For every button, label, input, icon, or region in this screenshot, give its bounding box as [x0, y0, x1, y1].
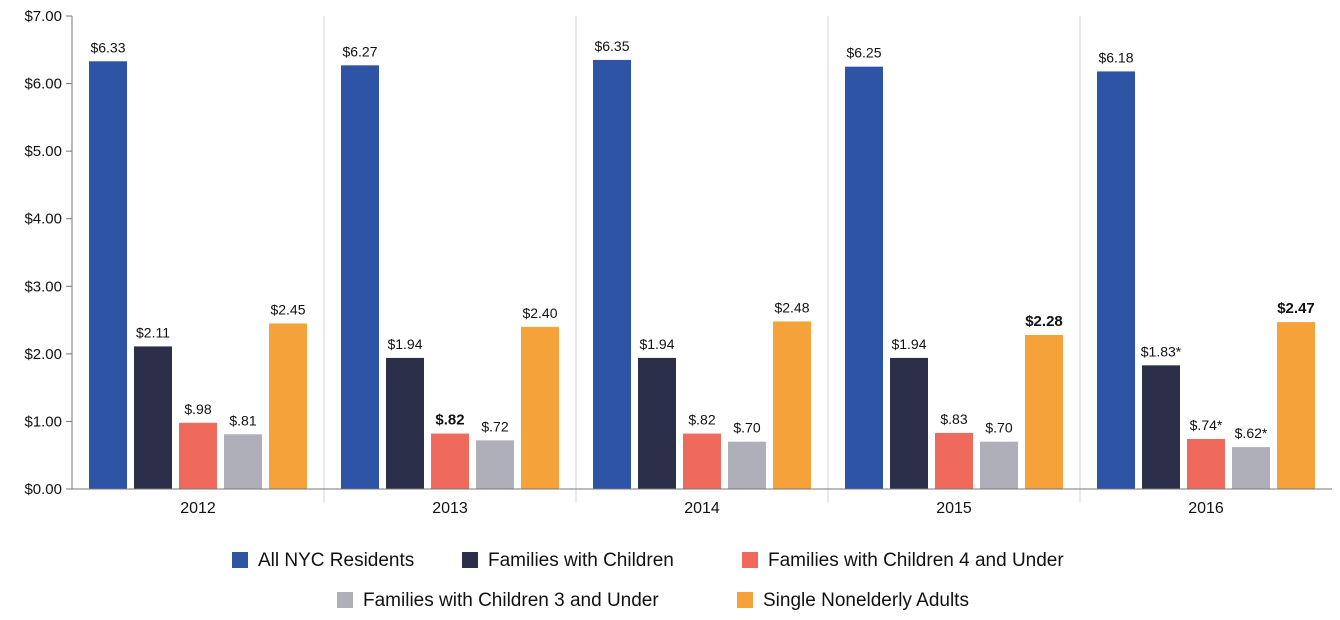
legend-item: All NYC Residents — [232, 550, 414, 571]
data-label: $6.35 — [594, 38, 629, 54]
bar — [1187, 438, 1225, 489]
data-label: $.81 — [229, 412, 256, 428]
bar — [1232, 447, 1270, 489]
y-tick-label: $3.00 — [24, 278, 62, 295]
category-separators — [323, 16, 1081, 503]
data-label: $.72 — [481, 418, 508, 434]
legend-swatch — [232, 552, 248, 568]
bar — [1025, 334, 1063, 489]
legend-swatch — [462, 552, 478, 568]
data-label: $.70 — [733, 420, 760, 436]
data-label: $.74* — [1190, 417, 1223, 433]
x-tick-label: 2015 — [936, 500, 972, 517]
y-tick-label: $0.00 — [24, 481, 62, 498]
bar — [386, 357, 424, 489]
bar — [1277, 322, 1315, 489]
data-label: $.70 — [985, 420, 1012, 436]
legend: All NYC Residents Families with Children F… — [232, 550, 1064, 611]
data-label: $6.33 — [90, 39, 125, 55]
data-label: $2.47 — [1277, 300, 1315, 317]
y-axis: $0.00 $1.00 $2.00 $3.00 $4.00 $5.00 $6.00 $7.00 — [24, 8, 73, 498]
data-label: $2.11 — [136, 324, 170, 340]
x-tick-label: 2014 — [684, 500, 720, 517]
legend-swatch — [742, 552, 758, 568]
bar — [179, 422, 217, 489]
bar — [890, 357, 928, 489]
bar — [431, 433, 469, 489]
y-tick-label: $6.00 — [24, 76, 62, 93]
data-label: $6.25 — [846, 45, 881, 61]
bar — [1142, 365, 1180, 489]
legend-label: Families with Children — [488, 550, 674, 571]
data-label: $1.94 — [639, 336, 674, 352]
y-tick-label: $4.00 — [24, 211, 62, 228]
data-label: $6.27 — [342, 43, 377, 59]
y-tick-label: $5.00 — [24, 143, 62, 160]
y-tick-label: $2.00 — [24, 346, 62, 363]
bar — [1097, 71, 1135, 489]
legend-item: Families with Children — [462, 550, 674, 571]
x-tick-label: 2012 — [180, 500, 216, 517]
data-label: $2.40 — [522, 305, 557, 321]
y-tick-label: $1.00 — [24, 413, 62, 430]
legend-label: Families with Children 3 and Under — [363, 590, 659, 611]
bar — [134, 346, 172, 489]
bars-layer: $6.33 $2.11 $.98 $.81 $2.45 $6.27 $1.94 $.82 $.7… — [89, 38, 1315, 490]
bar — [224, 434, 262, 489]
data-label: $1.83* — [1141, 343, 1182, 359]
y-tick-label: $7.00 — [24, 8, 62, 25]
data-label: $2.45 — [270, 301, 305, 317]
bar — [476, 440, 514, 489]
bar — [89, 61, 127, 489]
bar — [341, 65, 379, 489]
data-label: $.83 — [940, 411, 967, 427]
legend-label: Single Nonelderly Adults — [763, 590, 969, 611]
x-tick-label: 2016 — [1188, 500, 1224, 517]
bar — [935, 432, 973, 489]
bar — [521, 326, 559, 489]
bar — [728, 441, 766, 489]
bar — [638, 357, 676, 489]
x-tick-label: 2013 — [432, 500, 468, 517]
legend-swatch — [737, 592, 753, 608]
legend-item: Single Nonelderly Adults — [737, 590, 969, 611]
legend-item: Families with Children 4 and Under — [742, 550, 1064, 571]
data-label: $.98 — [184, 401, 211, 417]
data-label: $.82 — [688, 412, 715, 428]
legend-label: Families with Children 4 and Under — [768, 550, 1064, 571]
bar — [845, 66, 883, 489]
legend-swatch — [337, 592, 353, 608]
bar — [269, 323, 307, 489]
bar — [593, 59, 631, 490]
data-label: $1.94 — [387, 336, 422, 352]
bar — [980, 441, 1018, 489]
legend-label: All NYC Residents — [258, 550, 414, 571]
data-label: $6.18 — [1098, 49, 1133, 65]
bar — [683, 433, 721, 489]
legend-item: Families with Children 3 and Under — [337, 590, 659, 611]
data-label: $2.48 — [774, 299, 809, 315]
data-label: $.82 — [435, 412, 464, 429]
data-label: $1.94 — [891, 336, 926, 352]
data-label: $2.28 — [1025, 313, 1063, 330]
data-label: $.62* — [1235, 425, 1268, 441]
x-axis: 2012 2013 2014 2015 2016 — [72, 488, 1332, 517]
bar — [773, 321, 811, 489]
